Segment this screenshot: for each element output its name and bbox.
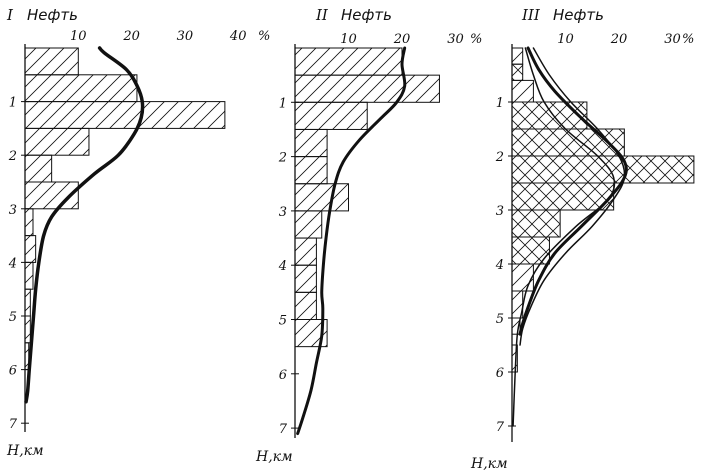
panel-iii: III Нефть % H,км 10 20 30 1 2 3 4 5 6 7 [470,6,695,472]
panel-title: Нефть [553,6,604,24]
histogram-bar [24,315,31,344]
y-tick-label: 4 [278,259,287,274]
histogram-bar [294,237,317,266]
histogram-bar [24,127,90,156]
y-tick-label: 6 [9,364,17,379]
y-tick-label: 1 [279,96,287,111]
histogram-bar [24,235,37,263]
y-tick-label: 4 [8,256,17,271]
distribution-curve [519,47,626,346]
histogram-bar [294,74,440,103]
y-tick-label: 7 [279,422,288,437]
histogram-bar [511,263,534,292]
x-tick-label: 10 [557,32,574,47]
y-tick-label: 7 [496,420,505,435]
x-tick-label: 30 [177,29,194,44]
histogram-bar [294,183,349,212]
histogram-bar [294,264,317,293]
x-tick-label: 30 [664,32,681,47]
panel-title: Нефть [27,6,78,24]
y-tick-label: 3 [279,205,287,220]
x-tick-label: 20 [610,32,628,47]
panel-i: I Нефть % H,км 10 20 30 40 1 2 3 4 5 6 7 [6,6,270,459]
y-tick-label: 4 [495,258,504,273]
histogram-bar [24,208,34,237]
y-tick-label: 1 [496,96,504,111]
distribution-curve [24,46,145,404]
percent-unit: % [258,29,270,44]
x-tick-label: 10 [340,32,357,47]
distribution-curve [296,46,407,436]
histogram-bar [511,155,695,184]
y-tick-label: 5 [279,314,287,329]
y-tick-label: 6 [279,368,287,383]
panel-label: I [6,6,14,24]
y-axis-label: H,км [470,456,508,472]
histogram-bar [24,47,79,76]
y-axis-label: H,км [6,443,44,459]
percent-unit: % [470,32,482,47]
histogram-bar [294,156,328,185]
percent-unit: % [682,32,694,47]
panel-ii: II Нефть % H,км 10 20 30 1 2 3 4 5 6 7 [255,6,482,465]
histogram-bar [511,182,615,211]
panel-label: II [315,6,329,24]
distribution-curve [512,47,616,427]
y-tick-label: 6 [496,366,504,381]
histogram-bar [24,261,34,290]
y-tick-label: 5 [496,312,504,327]
panel-label: III [521,6,541,24]
histogram-bar [294,128,328,158]
y-tick-label: 5 [9,310,17,325]
y-tick-label: 3 [496,204,504,219]
histogram-bar [294,47,403,76]
histogram-bar [511,63,524,81]
y-axis-label: H,км [255,449,293,465]
histogram-bar [294,291,317,321]
y-tick-label: 2 [495,150,504,165]
x-tick-label: 40 [229,29,247,44]
histogram-bar [24,101,226,129]
x-tick-label: 20 [393,32,411,47]
histogram-bar [511,128,625,157]
histogram-bar [24,288,31,317]
histogram-bar [24,74,138,103]
histogram-bar [511,209,561,238]
y-tick-label: 2 [8,149,17,164]
y-tick-label: 2 [278,151,287,166]
histogram-bar [511,47,524,65]
distribution-curve [518,46,628,336]
y-tick-label: 7 [9,417,18,432]
histogram-bar [24,154,53,183]
panel-title: Нефть [341,6,392,24]
histogram-bar [294,101,368,130]
histogram-bar [511,79,534,103]
x-tick-label: 20 [122,29,140,44]
x-tick-label: 10 [70,29,87,44]
y-tick-label: 3 [9,203,17,218]
histogram-bar [294,210,323,239]
y-tick-label: 1 [9,96,17,111]
x-tick-label: 30 [447,32,464,47]
